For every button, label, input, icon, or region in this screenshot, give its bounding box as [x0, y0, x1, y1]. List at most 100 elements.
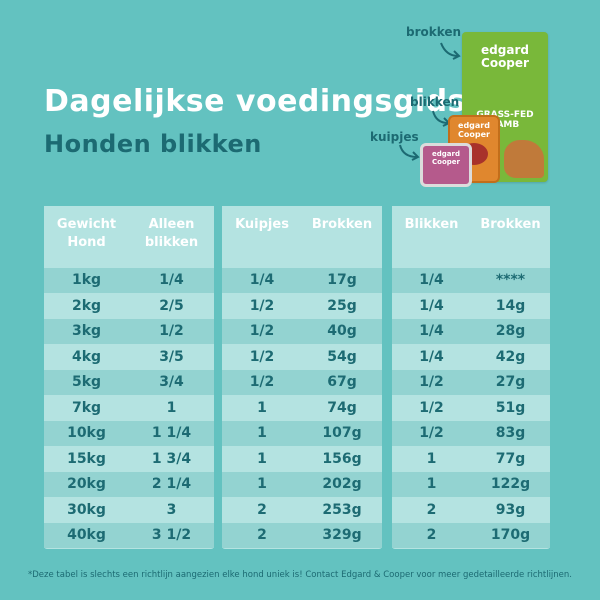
table-header: Kuipjes Brokken [222, 206, 382, 264]
table-cell: 25g [327, 297, 357, 314]
table-cell: 1/2 [419, 425, 444, 441]
table-cell: 1/4 [159, 272, 184, 288]
table-cell: 27g [495, 374, 526, 390]
table-cell: 93g [495, 501, 526, 518]
table-cell: 170g [490, 527, 531, 543]
table-row: 2 253g [222, 497, 382, 523]
table-tubs-kibble: Kuipjes Brokken 1/4 17g 1/2 25g 1/2 40g 1/2 54g… [222, 206, 382, 549]
tray-image: edgard Cooper [420, 143, 472, 187]
table-cell: 1/2 [249, 348, 275, 365]
table-cell: 20kg [67, 476, 106, 492]
table-cell: 2 [257, 527, 267, 543]
table-cell: 3kg [71, 323, 102, 339]
table-cell: 77g [495, 450, 526, 467]
table-row: 3kg 1/2 [44, 319, 214, 344]
table-cell: 1/2 [249, 374, 275, 390]
table-row: 1/2 54g [222, 344, 382, 370]
table-cell: 1 3/4 [151, 450, 192, 467]
bag-logo: edgard Cooper [481, 43, 529, 70]
table-cell: 14g [495, 297, 526, 314]
table-cell: 51g [495, 399, 526, 416]
table-cell: 1/2 [419, 399, 444, 416]
table-row: 4kg 3/5 [44, 344, 214, 370]
table-cell: 1/4 [419, 272, 444, 288]
table-cell: 3/5 [159, 348, 184, 365]
table-cell: 1 1/4 [151, 425, 192, 441]
table-row: 2 329g [222, 523, 382, 548]
table-cell: 202g [322, 476, 362, 492]
table-cell: 1kg [71, 272, 102, 288]
table-cell: 1/2 [249, 297, 275, 314]
tray-logo: edgard Cooper [432, 150, 460, 166]
table-cell: 1/4 [249, 272, 275, 288]
table-weight-cans: Gewicht Hond Alleen blikken 1kg 1/4 2kg 2/5… [44, 206, 214, 549]
header-kuipjes: Kuipjes [235, 217, 289, 232]
table-row: 20kg 2 1/4 [44, 472, 214, 497]
table-cell: 40kg [67, 527, 106, 543]
table-row: 40kg 3 1/2 [44, 523, 214, 548]
table-cell: 1 [257, 399, 267, 416]
table-cell: 15kg [67, 450, 106, 467]
dog-illustration [504, 140, 544, 178]
table-cell: 1/2 [249, 323, 275, 339]
table-cell: 74g [327, 399, 357, 416]
table-row: 1/2 40g [222, 319, 382, 344]
table-row: 1/4 **** [392, 268, 550, 293]
table-row: 1 77g [392, 446, 550, 472]
table-cell: 122g [490, 476, 531, 492]
table-row: 1/4 14g [392, 293, 550, 319]
table-cans-kibble: Blikken Brokken 1/4 **** 1/4 14g 1/4 28g 1/4 42… [392, 206, 550, 549]
table-cell: 156g [322, 450, 362, 467]
table-row: 2 170g [392, 523, 550, 548]
table-cell: 1 [166, 399, 177, 416]
header-gewicht: Gewicht Hond [56, 217, 117, 250]
table-cell: 2kg [71, 297, 102, 314]
table-row: 1 202g [222, 472, 382, 497]
table-cell: 17g [327, 272, 357, 288]
table-cell: 42g [495, 348, 526, 365]
header-alleen-blikken: Alleen blikken [144, 217, 199, 250]
table-cell: 67g [327, 374, 357, 390]
table-row: 1/2 25g [222, 293, 382, 319]
header-blikken: Blikken [404, 217, 459, 232]
table-row: 1/2 51g [392, 395, 550, 421]
table-cell: 1/2 [159, 323, 184, 339]
table-row: 1kg 1/4 [44, 268, 214, 293]
table-row: 1/4 42g [392, 344, 550, 370]
table-cell: 3 [166, 501, 177, 518]
bag-product-name: GRASS-FED LAMB [476, 110, 534, 130]
label-blikken: blikken [410, 95, 460, 109]
table-cell: 2 [257, 501, 267, 518]
table-cell: **** [495, 272, 526, 288]
page-title: Dagelijkse voedingsgids [44, 84, 466, 119]
table-cell: 1 [257, 450, 267, 467]
table-cell: 5kg [71, 374, 102, 390]
table-row: 1/2 27g [392, 370, 550, 395]
table-cell: 1/4 [419, 348, 444, 365]
table-cell: 2 [426, 501, 437, 518]
header-brokken: Brokken [311, 217, 373, 232]
table-cell: 1 [426, 476, 437, 492]
table-cell: 253g [322, 501, 362, 518]
table-cell: 107g [322, 425, 362, 441]
table-cell: 83g [495, 425, 526, 441]
table-cell: 329g [322, 527, 362, 543]
table-cell: 2 [426, 527, 437, 543]
table-cell: 1/2 [419, 374, 444, 390]
table-row: 10kg 1 1/4 [44, 421, 214, 446]
table-cell: 2 1/4 [151, 476, 192, 492]
table-cell: 28g [495, 323, 526, 339]
footnote: *Deze tabel is slechts een richtlijn aan… [27, 570, 572, 580]
table-row: 1/2 83g [392, 421, 550, 446]
table-row: 1 156g [222, 446, 382, 472]
table-cell: 1 [426, 450, 437, 467]
table-header: Blikken Brokken [392, 206, 550, 264]
table-cell: 7kg [71, 399, 102, 416]
label-kuipjes: kuipjes [370, 130, 419, 144]
table-cell: 40g [327, 323, 357, 339]
table-cell: 1 [257, 425, 267, 441]
table-cell: 30kg [67, 501, 106, 518]
table-row: 1/4 28g [392, 319, 550, 344]
table-cell: 4kg [71, 348, 102, 365]
table-cell: 2/5 [159, 297, 184, 314]
